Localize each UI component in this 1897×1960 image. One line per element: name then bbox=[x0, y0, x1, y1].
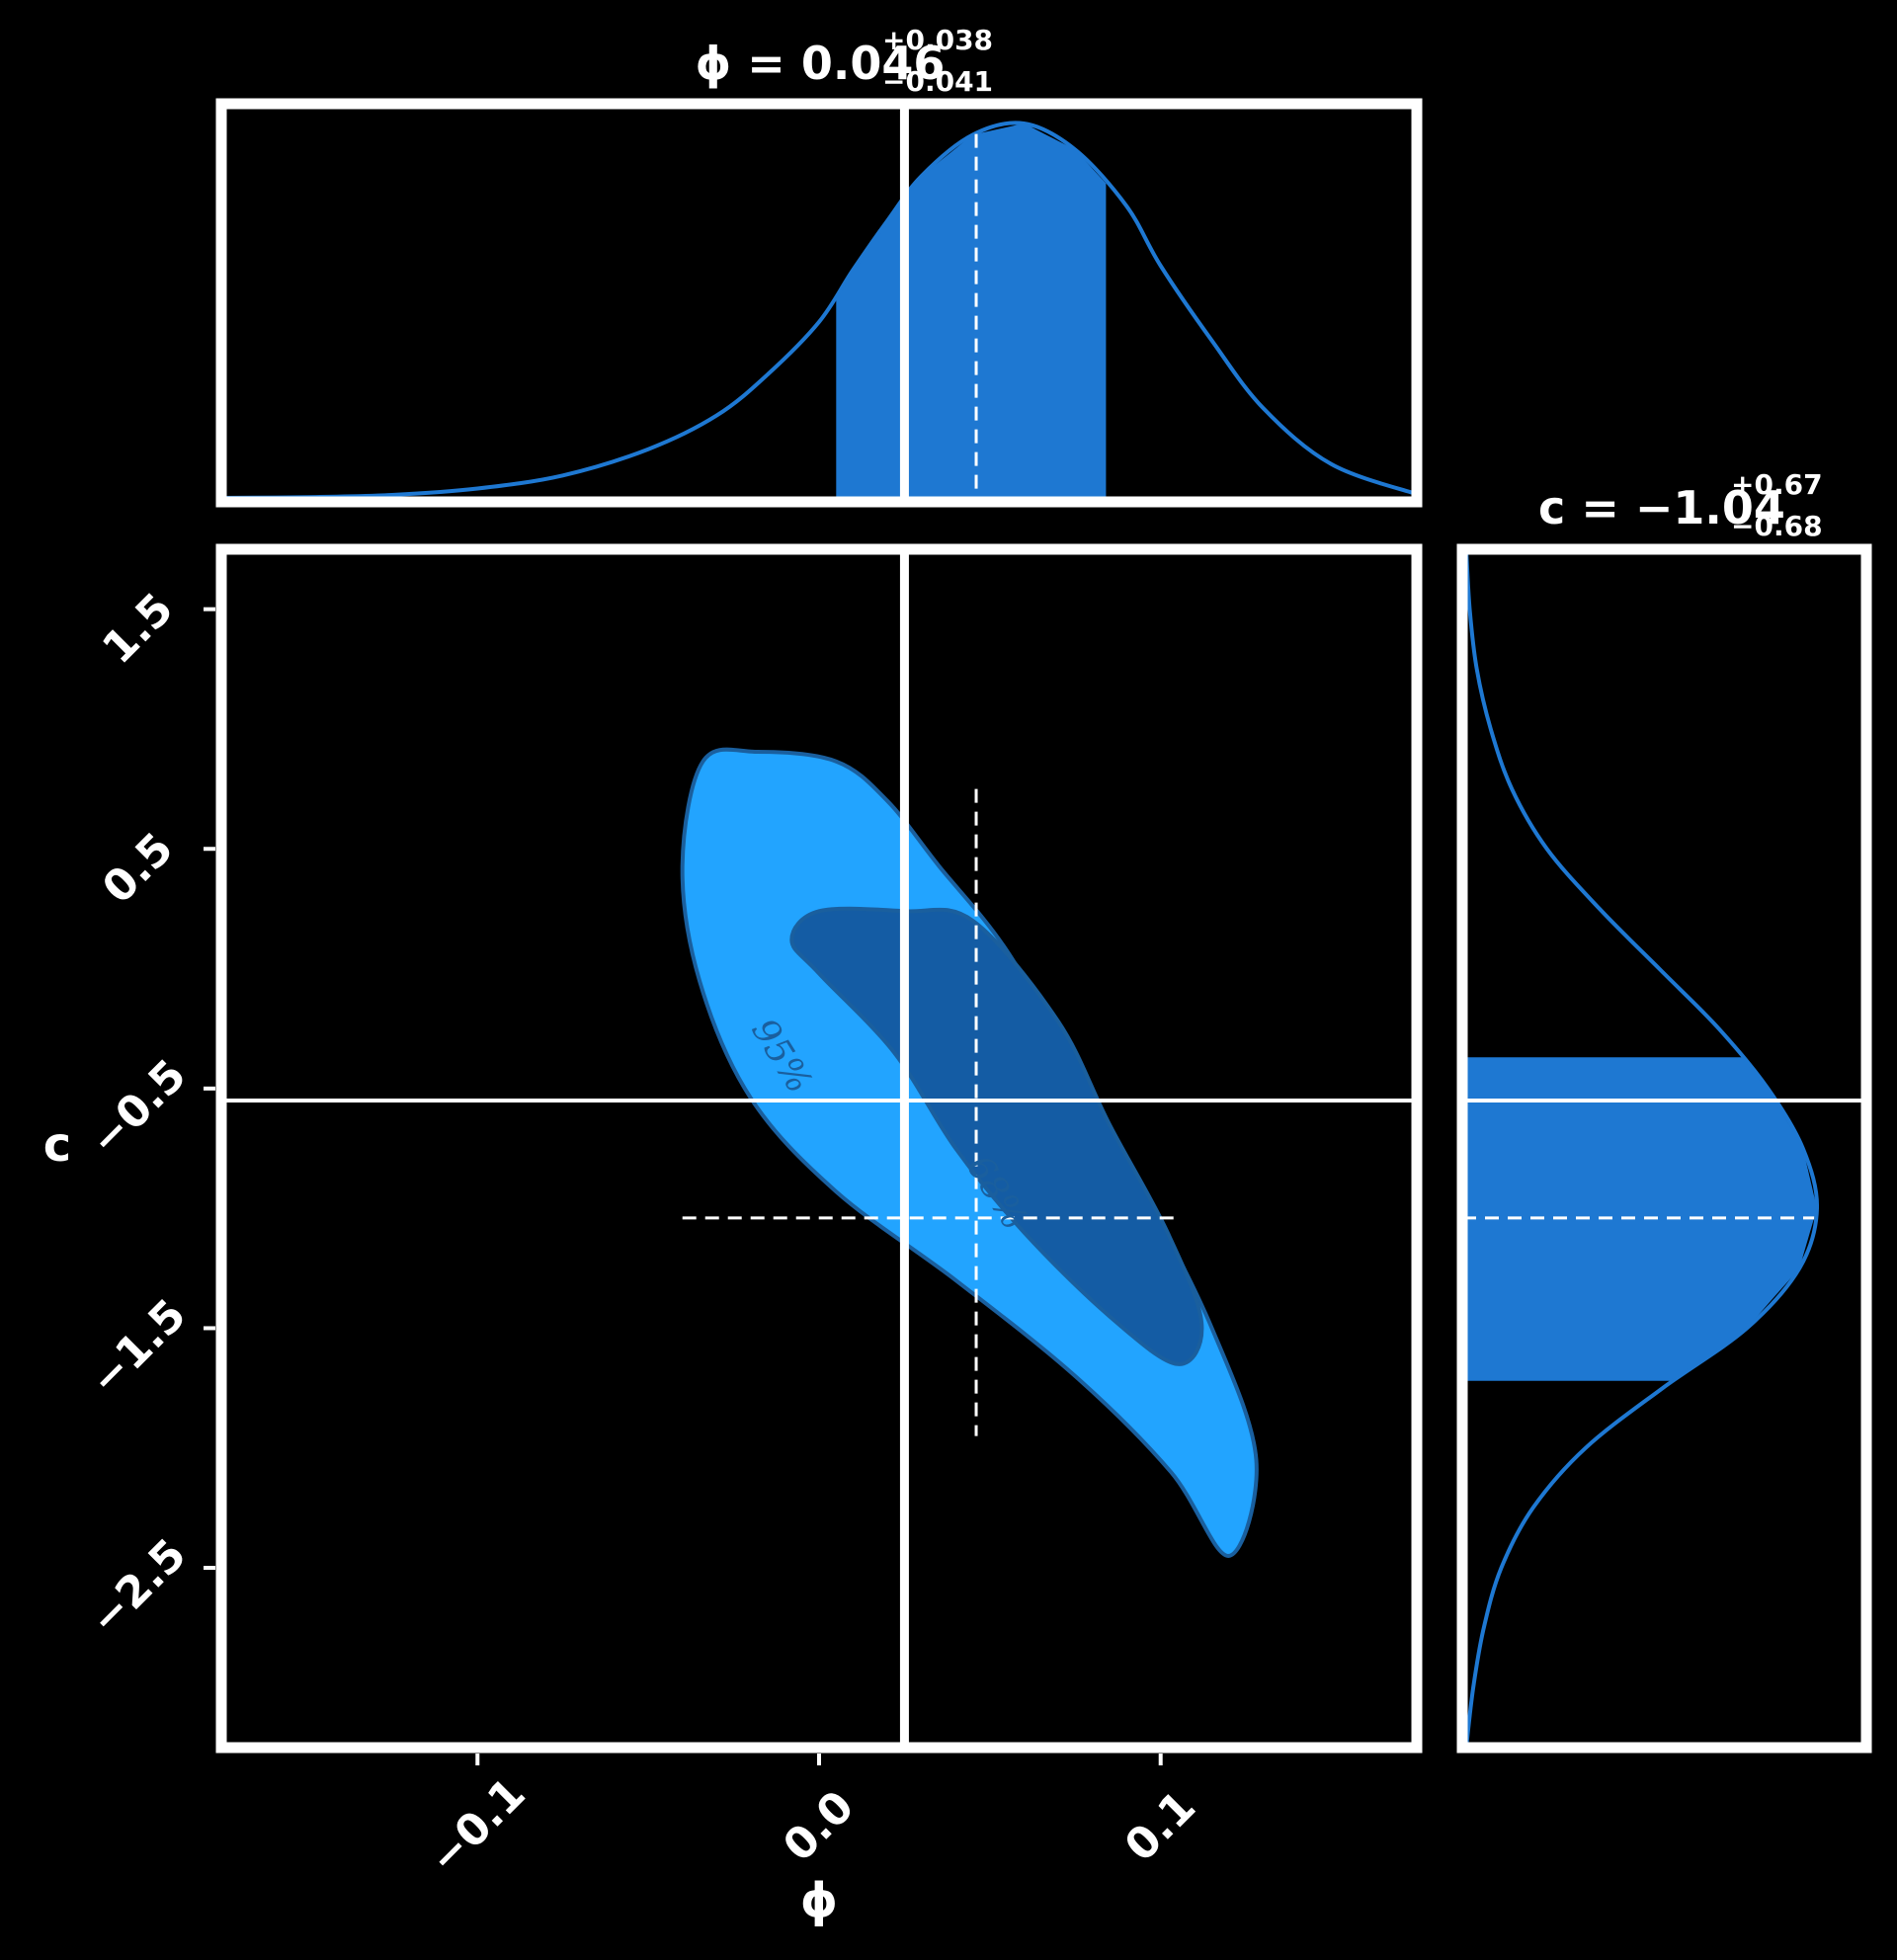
c-title-lower: −0.68 bbox=[1731, 510, 1823, 542]
joint-panel-frame bbox=[215, 543, 1423, 1754]
phi-density-curve bbox=[220, 121, 1418, 500]
phi-title-upper: +0.038 bbox=[882, 24, 993, 56]
phi-marginal-panel: ϕ = 0.046 +0.038 −0.041 bbox=[215, 24, 1423, 508]
phi-panel-frame bbox=[215, 98, 1423, 508]
c-density-curve bbox=[1464, 548, 1820, 1749]
c-title: c = −1.04 bbox=[1538, 481, 1785, 534]
c-credible-interval-fill bbox=[1462, 1057, 1817, 1381]
c-marginal-panel: c = −1.04 +0.67 −0.68 bbox=[1456, 468, 1872, 1754]
phi-title: ϕ = 0.046 bbox=[696, 37, 946, 90]
c-title-upper: +0.67 bbox=[1731, 468, 1823, 501]
joint-panel: 95% 68% bbox=[215, 543, 1423, 1754]
phi-axis-label: ϕ bbox=[800, 1873, 838, 1928]
c-axis-label: c bbox=[43, 1117, 71, 1173]
c-panel-frame bbox=[1456, 543, 1872, 1754]
phi-title-lower: −0.041 bbox=[882, 65, 993, 98]
contour-68-region bbox=[789, 906, 1204, 1366]
